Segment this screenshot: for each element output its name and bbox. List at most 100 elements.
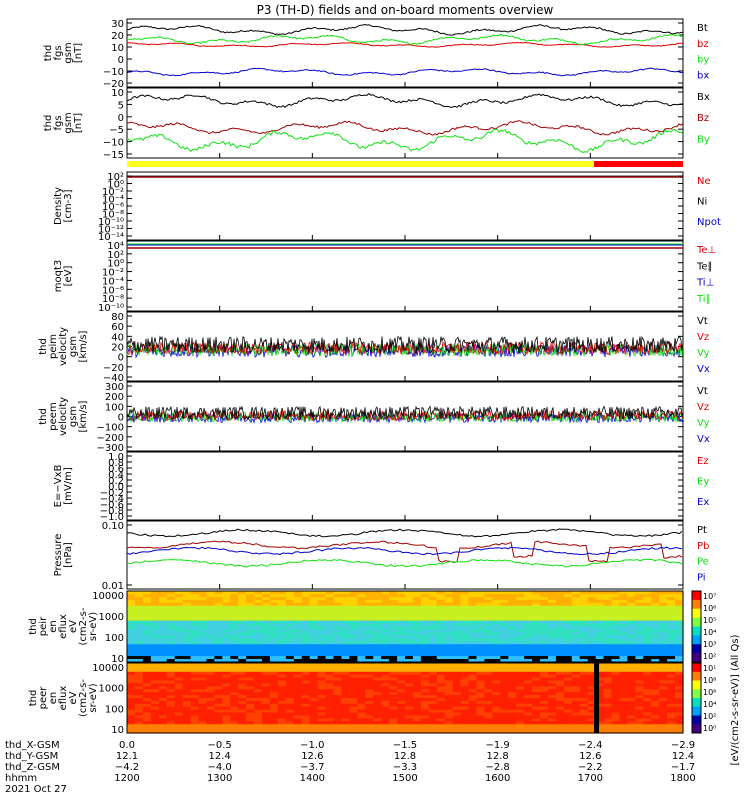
heat-cell: [293, 653, 303, 657]
heat-cell: [412, 602, 422, 607]
y-tick-label: 10000: [92, 663, 124, 674]
heat-cell: [269, 698, 279, 702]
heat-cell: [571, 635, 581, 639]
heat-cell: [428, 638, 438, 642]
heat-cell: [397, 665, 406, 670]
heat-cell: [540, 593, 549, 598]
heat-cell: [357, 591, 366, 595]
heat-cell: [643, 721, 652, 725]
heat-cell: [389, 709, 398, 714]
heat-cell: [206, 721, 215, 725]
heat-cell: [651, 686, 660, 690]
heat-cell: [405, 596, 414, 601]
heat-cell: [412, 677, 422, 682]
heat-cell: [134, 659, 144, 663]
heat-cell: [635, 668, 644, 673]
heat-cell: [579, 623, 589, 628]
heat-cell: [619, 703, 628, 708]
heat-cell: [262, 730, 271, 734]
heat-cell: [532, 724, 541, 728]
heat-cell: [341, 730, 350, 734]
heat-cell: [381, 703, 390, 708]
heat-cell: [246, 596, 255, 601]
heat-cell: [563, 663, 573, 667]
heat-cell: [190, 727, 200, 731]
heat-cell: [603, 602, 613, 607]
heat-cell: [651, 641, 660, 645]
heat-cell: [468, 677, 478, 682]
heat-cell: [484, 706, 493, 711]
heat-cell: [587, 644, 597, 648]
heat-cell: [214, 724, 223, 728]
heat-cell: [325, 605, 335, 610]
y-axis-label: thd peer en eflux eV (cm2-s-sr-eV): [28, 679, 99, 717]
heat-cell: [222, 638, 231, 642]
heat-cell: [452, 638, 462, 642]
y-label-line: peim: [48, 334, 59, 359]
heat-cell: [238, 626, 247, 631]
heat-cell: [309, 709, 319, 714]
heat-cell: [246, 718, 255, 722]
status-bar-red: [594, 161, 683, 167]
heat-cell: [190, 629, 200, 634]
y-label-line: [nT]: [73, 113, 84, 133]
heat-cell: [198, 689, 208, 693]
heat-cell: [262, 686, 271, 690]
heat-cell: [627, 665, 636, 670]
heat-cell: [571, 596, 581, 601]
heat-cell: [373, 665, 382, 670]
heat-cell: [127, 644, 136, 648]
heat-cell: [285, 611, 295, 616]
heat-cell: [563, 656, 573, 660]
heat-cell: [452, 692, 462, 696]
heat-cell: [269, 605, 279, 610]
heat-cell: [579, 596, 589, 601]
heat-cell: [444, 674, 454, 679]
heat-cell: [460, 644, 470, 648]
heat-cell: [420, 709, 430, 714]
heat-cell: [524, 665, 533, 670]
heat-cell: [555, 683, 565, 687]
heat-cell: [492, 591, 501, 595]
heat-cell: [127, 665, 136, 670]
heat-cell: [563, 674, 573, 679]
heat-cell: [571, 703, 581, 708]
heat-cell: [198, 623, 208, 628]
heat-cell: [675, 626, 684, 631]
heat-cell: [214, 677, 223, 682]
heat-cell: [452, 698, 462, 702]
heat-cell: [285, 689, 295, 693]
heat-cell: [428, 709, 438, 714]
heat-cell: [476, 644, 486, 648]
heat-cell: [142, 641, 152, 645]
heat-cell: [373, 724, 382, 728]
heat-cell: [230, 712, 239, 717]
heat-cell: [547, 641, 557, 645]
heat-cell: [285, 617, 295, 622]
heat-cell: [547, 626, 557, 631]
heat-cell: [142, 715, 152, 720]
heat-cell: [476, 593, 486, 598]
heat-cell: [317, 608, 327, 613]
heat-cell: [206, 683, 215, 687]
heat-cell: [667, 718, 676, 722]
heat-cell: [675, 709, 684, 714]
heat-cell: [174, 629, 184, 634]
heat-cell: [166, 602, 176, 607]
heat-cell: [405, 706, 414, 711]
heat-cell: [492, 718, 501, 722]
heat-cell: [452, 656, 462, 660]
heat-cell: [381, 656, 390, 660]
heat-cell: [420, 689, 430, 693]
heat-cell: [428, 689, 438, 693]
heat-cell: [659, 659, 668, 663]
heat-cell: [563, 596, 573, 601]
heat-cell: [444, 632, 454, 636]
heat-cell: [357, 638, 366, 642]
heat-cell: [651, 653, 660, 657]
x-tick-value: −1.0: [300, 740, 324, 751]
heat-cell: [381, 647, 390, 651]
heat-cell: [452, 650, 462, 654]
heat-cell: [595, 617, 605, 622]
heat-cell: [420, 605, 430, 610]
